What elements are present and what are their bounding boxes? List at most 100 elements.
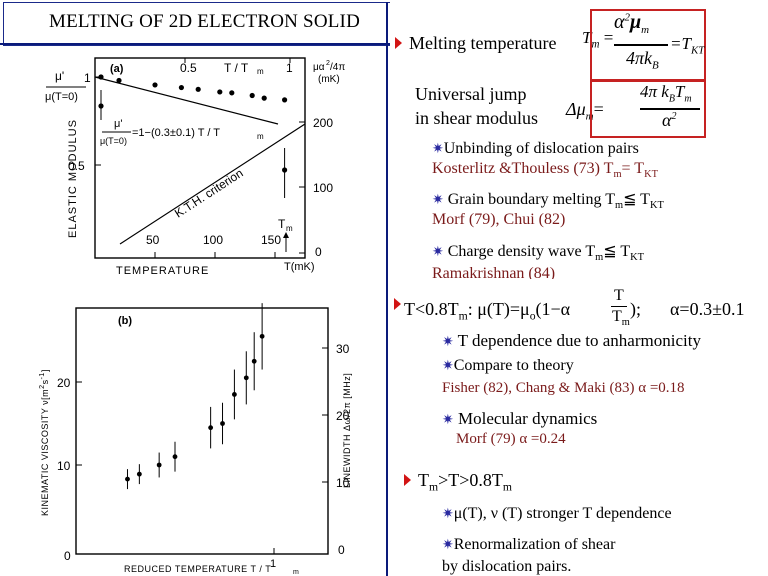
fig-a-point-1: [116, 77, 122, 84]
f2-num: 4π k: [640, 82, 669, 101]
low-t-frac-num: T: [614, 287, 624, 304]
b1-line1: Unbinding of dislocation pairs: [443, 140, 639, 157]
f1-mu-sub: m: [641, 24, 650, 36]
low-t-formula-sub: o: [529, 309, 536, 323]
bottom-tick-50: 50: [146, 233, 160, 247]
compare-text: Compare to theory: [453, 357, 574, 374]
figure-a-elastic-modulus: 0.5 T / T m 1 (a) μα 2 /4π (mK) 1 0.5 20…: [45, 57, 345, 277]
column-divider: [386, 2, 388, 576]
b3-rel: ≦ T: [603, 243, 631, 260]
formula-1-fraction-bar: [614, 44, 668, 46]
fig-b-point-1: [136, 471, 142, 477]
fb-right-tick-10: 10: [336, 476, 350, 490]
low-t-frac-den-sub: m: [621, 317, 630, 329]
theory-bullet-2-ref: Morf (79), Chui (82): [432, 211, 566, 228]
formula-1-lhs: Tm =: [582, 28, 614, 51]
fig-b-point-9: [259, 333, 265, 339]
bullet-melting: [395, 37, 402, 49]
svg-text:KINEMATIC VISCOSITY ν[m2s-1]: KINEMATIC VISCOSITY ν[m2s-1]: [39, 369, 50, 516]
title-underline: [0, 43, 390, 45]
fig-a-point-9: [282, 97, 288, 103]
fit-expr: =1−(0.3±0.1) T / T: [132, 127, 220, 139]
fb-y-axis-close: ]: [40, 369, 50, 372]
fig-b-point-4: [208, 425, 214, 431]
f1-rhs-sub: KT: [690, 44, 705, 57]
f2-lhs-sub: m: [585, 110, 594, 123]
formula-1-rhs: =TKT: [670, 34, 704, 56]
fb-x-axis-label: REDUCED TEMPERATURE T / T: [124, 564, 271, 574]
low-t: T<0.8T: [404, 299, 459, 319]
star-icon: ✷: [442, 359, 454, 374]
low-t-frac-den: Tm: [612, 308, 630, 328]
f1-mu: μ: [630, 11, 642, 33]
figure-a-frame: [94, 57, 306, 259]
b1-sub-m: m: [613, 169, 622, 181]
star-icon: ✷: [432, 245, 444, 260]
tm-arrowhead: [283, 232, 289, 238]
formula-1-num: α2μm: [614, 11, 649, 36]
fit-num: μ': [114, 118, 122, 130]
formula-2-fraction-bar: [640, 108, 700, 110]
formula-1-box: [590, 9, 706, 82]
tm-sub: m: [286, 224, 293, 233]
theory-bullet-1-ref: Kosterlitz &Thouless (73) Tm= TKT: [432, 160, 658, 180]
fb-xtick-1: 1: [270, 558, 276, 570]
star-icon: ✷: [432, 193, 444, 208]
renorm-line1: Renormalization of shear: [453, 536, 616, 553]
star-icon: ✷: [442, 335, 454, 350]
fig-b-point-2: [156, 462, 162, 468]
fig-a-point-6: [229, 90, 235, 96]
formula-2-box: [590, 79, 706, 138]
fb-right-tick-20: 20: [336, 409, 350, 423]
fig-b-point-3: [172, 454, 178, 460]
star-icon: ✷: [432, 142, 444, 157]
kth-label: K.T.H. criterion: [172, 166, 246, 221]
high-t-mid: >T>0.8T: [438, 470, 503, 490]
f2-num-T-sub: m: [684, 93, 692, 105]
fig-a-point-4: [195, 86, 201, 92]
bullet-high-t: [404, 474, 411, 486]
b2-line1: Grain boundary melting T: [443, 191, 615, 208]
fig-a-point-8: [261, 95, 267, 101]
f1-alpha-sup: 2: [624, 11, 631, 24]
f1-T-sub: m: [591, 38, 600, 51]
right-tick-0: 0: [315, 245, 322, 259]
compare-theory: ✷Compare to theory: [442, 357, 574, 375]
fig-a-point-5: [217, 89, 223, 95]
right-axis-sup-a: 2: [326, 60, 330, 67]
high-t-sub1: m: [429, 480, 439, 494]
right-axis-label2-a: /4π: [330, 62, 345, 73]
bullet-low-t: [394, 298, 401, 310]
theory-bullet-3: ✷ Charge density wave Tm≦ TKT: [432, 241, 644, 263]
b3-sub: m: [595, 252, 604, 264]
fisher-ref: Fisher (82), Chang & Maki (83) α =0.18: [442, 380, 685, 396]
fb-y-axis-sup: 2: [39, 384, 46, 388]
right-tick-100: 100: [313, 181, 333, 195]
right-axis-label-a: μα: [313, 62, 325, 73]
ratio-num: μ': [55, 69, 64, 83]
title-frame: [3, 2, 390, 46]
fb-y-axis-label: KINEMATIC VISCOSITY ν[m: [40, 389, 50, 516]
bottom-tick-unit: T(mK): [284, 261, 315, 273]
molecular-dynamics: ✷ Molecular dynamics: [442, 409, 597, 429]
fit-expr-sub: m: [257, 132, 264, 141]
fb-right-axis-label: LINEWIDTH Δω/2π [MHz]: [342, 373, 352, 488]
star-icon: ✷: [442, 538, 454, 553]
b2-sub2: KT: [649, 200, 664, 212]
left-tick-1: 1: [84, 71, 91, 85]
b2-sub: m: [614, 200, 624, 212]
fig-a-points: [98, 74, 288, 198]
fb-x-axis-sub: m: [293, 569, 299, 576]
low-t-sub: m: [458, 309, 468, 323]
theory-bullet-3-ref: Ramakrishnan (84): [432, 265, 556, 279]
t-dep-text: T dependence due to anharmonicity: [453, 331, 701, 350]
mu-nu-dependence: ✷μ(T), ν (T) stronger T dependence: [442, 505, 672, 523]
fb-y-axis-s: s: [40, 379, 50, 384]
figure-b-frame: [75, 307, 329, 555]
fit-line: [94, 76, 279, 125]
f2-num-sub: B: [668, 93, 675, 105]
formula-1-den: 4πkB: [626, 48, 659, 72]
high-t-sub2: m: [502, 480, 512, 494]
b2-rel: ≦ T: [623, 191, 650, 208]
top-tick-2: 1: [286, 61, 293, 75]
